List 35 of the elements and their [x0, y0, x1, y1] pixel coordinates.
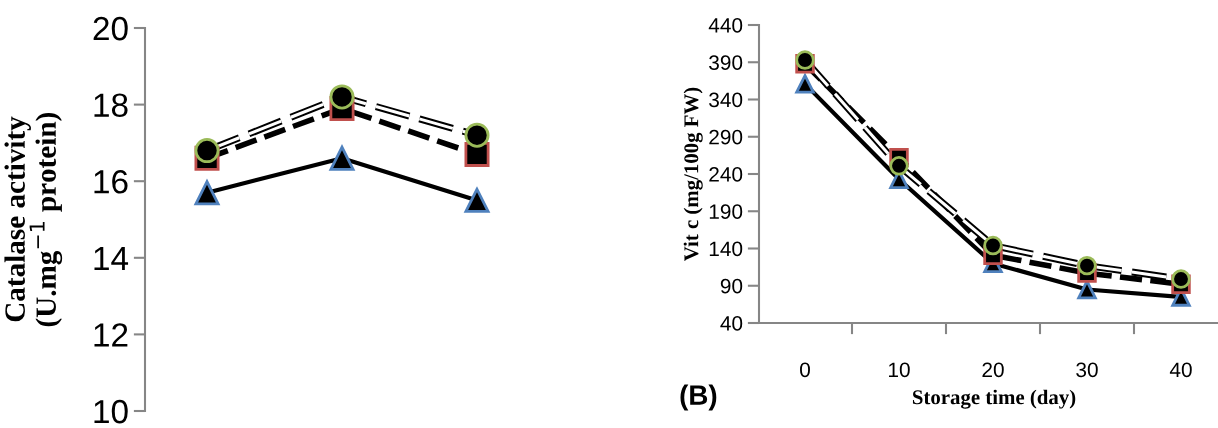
- point: [1171, 269, 1191, 289]
- x-tick-label: 10: [889, 362, 910, 378]
- x-tick-label: 40: [1169, 362, 1192, 378]
- y-tick-label: 18: [94, 93, 128, 118]
- y-tick-label: 40: [720, 316, 743, 331]
- point: [983, 235, 1003, 256]
- x-tick-label: 0: [800, 362, 810, 378]
- point: [464, 187, 490, 213]
- x-tick-label: 30: [1076, 362, 1098, 378]
- point: [464, 122, 490, 148]
- point: [329, 84, 355, 110]
- y-tick-label: 10: [94, 399, 128, 424]
- y-tick-label: 190: [709, 204, 743, 219]
- point: [1077, 255, 1097, 276]
- point: [329, 145, 355, 171]
- y-tick-label: 12: [94, 323, 128, 347]
- x-tick-label: 20: [982, 362, 1004, 378]
- y-tick-label: 20: [93, 16, 128, 41]
- x-axis-title: Storage time (day): [912, 389, 1076, 409]
- y-tick-label: 14: [94, 246, 129, 270]
- y-tick-label: 390: [709, 55, 743, 70]
- point: [194, 138, 220, 164]
- y-tick-label: 16: [94, 170, 128, 194]
- y-tick-label: 140: [709, 241, 743, 257]
- point: [795, 74, 815, 94]
- point: [194, 180, 220, 206]
- y-axis-title: Vit c (mg/100g FW): [683, 87, 703, 262]
- point: [889, 156, 909, 176]
- y-tick-label: 290: [709, 129, 743, 145]
- y-tick-label: 90: [720, 278, 743, 294]
- y-axis-title: Catalase activity (U.mg$^{−1}$ protein): [4, 112, 63, 327]
- y-tick-label: 240: [709, 167, 743, 182]
- y-tick-label: 340: [709, 92, 743, 108]
- text: (B): [680, 384, 717, 411]
- y-tick-label: 440: [708, 18, 743, 33]
